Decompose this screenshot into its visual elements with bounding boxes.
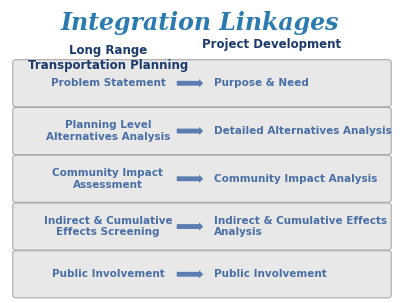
Text: Public Involvement: Public Involvement (52, 269, 164, 279)
Text: Community Impact Analysis: Community Impact Analysis (214, 174, 377, 184)
FancyBboxPatch shape (13, 203, 391, 250)
Text: Indirect & Cumulative Effects
Analysis: Indirect & Cumulative Effects Analysis (214, 216, 387, 237)
Text: Detailed Alternatives Analysis: Detailed Alternatives Analysis (214, 126, 392, 136)
FancyBboxPatch shape (13, 108, 391, 155)
Text: Community Impact
Assessment: Community Impact Assessment (52, 168, 164, 190)
Text: Indirect & Cumulative
Effects Screening: Indirect & Cumulative Effects Screening (44, 216, 172, 237)
Text: Planning Level
Alternatives Analysis: Planning Level Alternatives Analysis (46, 120, 170, 142)
Text: Public Involvement: Public Involvement (214, 269, 327, 279)
Text: Long Range
Transportation Planning: Long Range Transportation Planning (28, 44, 188, 72)
Text: Problem Statement: Problem Statement (50, 78, 166, 88)
Text: Purpose & Need: Purpose & Need (214, 78, 309, 88)
FancyBboxPatch shape (13, 251, 391, 298)
FancyBboxPatch shape (13, 60, 391, 107)
Text: Integration Linkages: Integration Linkages (61, 11, 339, 35)
FancyBboxPatch shape (13, 155, 391, 202)
Text: Project Development: Project Development (202, 38, 342, 51)
